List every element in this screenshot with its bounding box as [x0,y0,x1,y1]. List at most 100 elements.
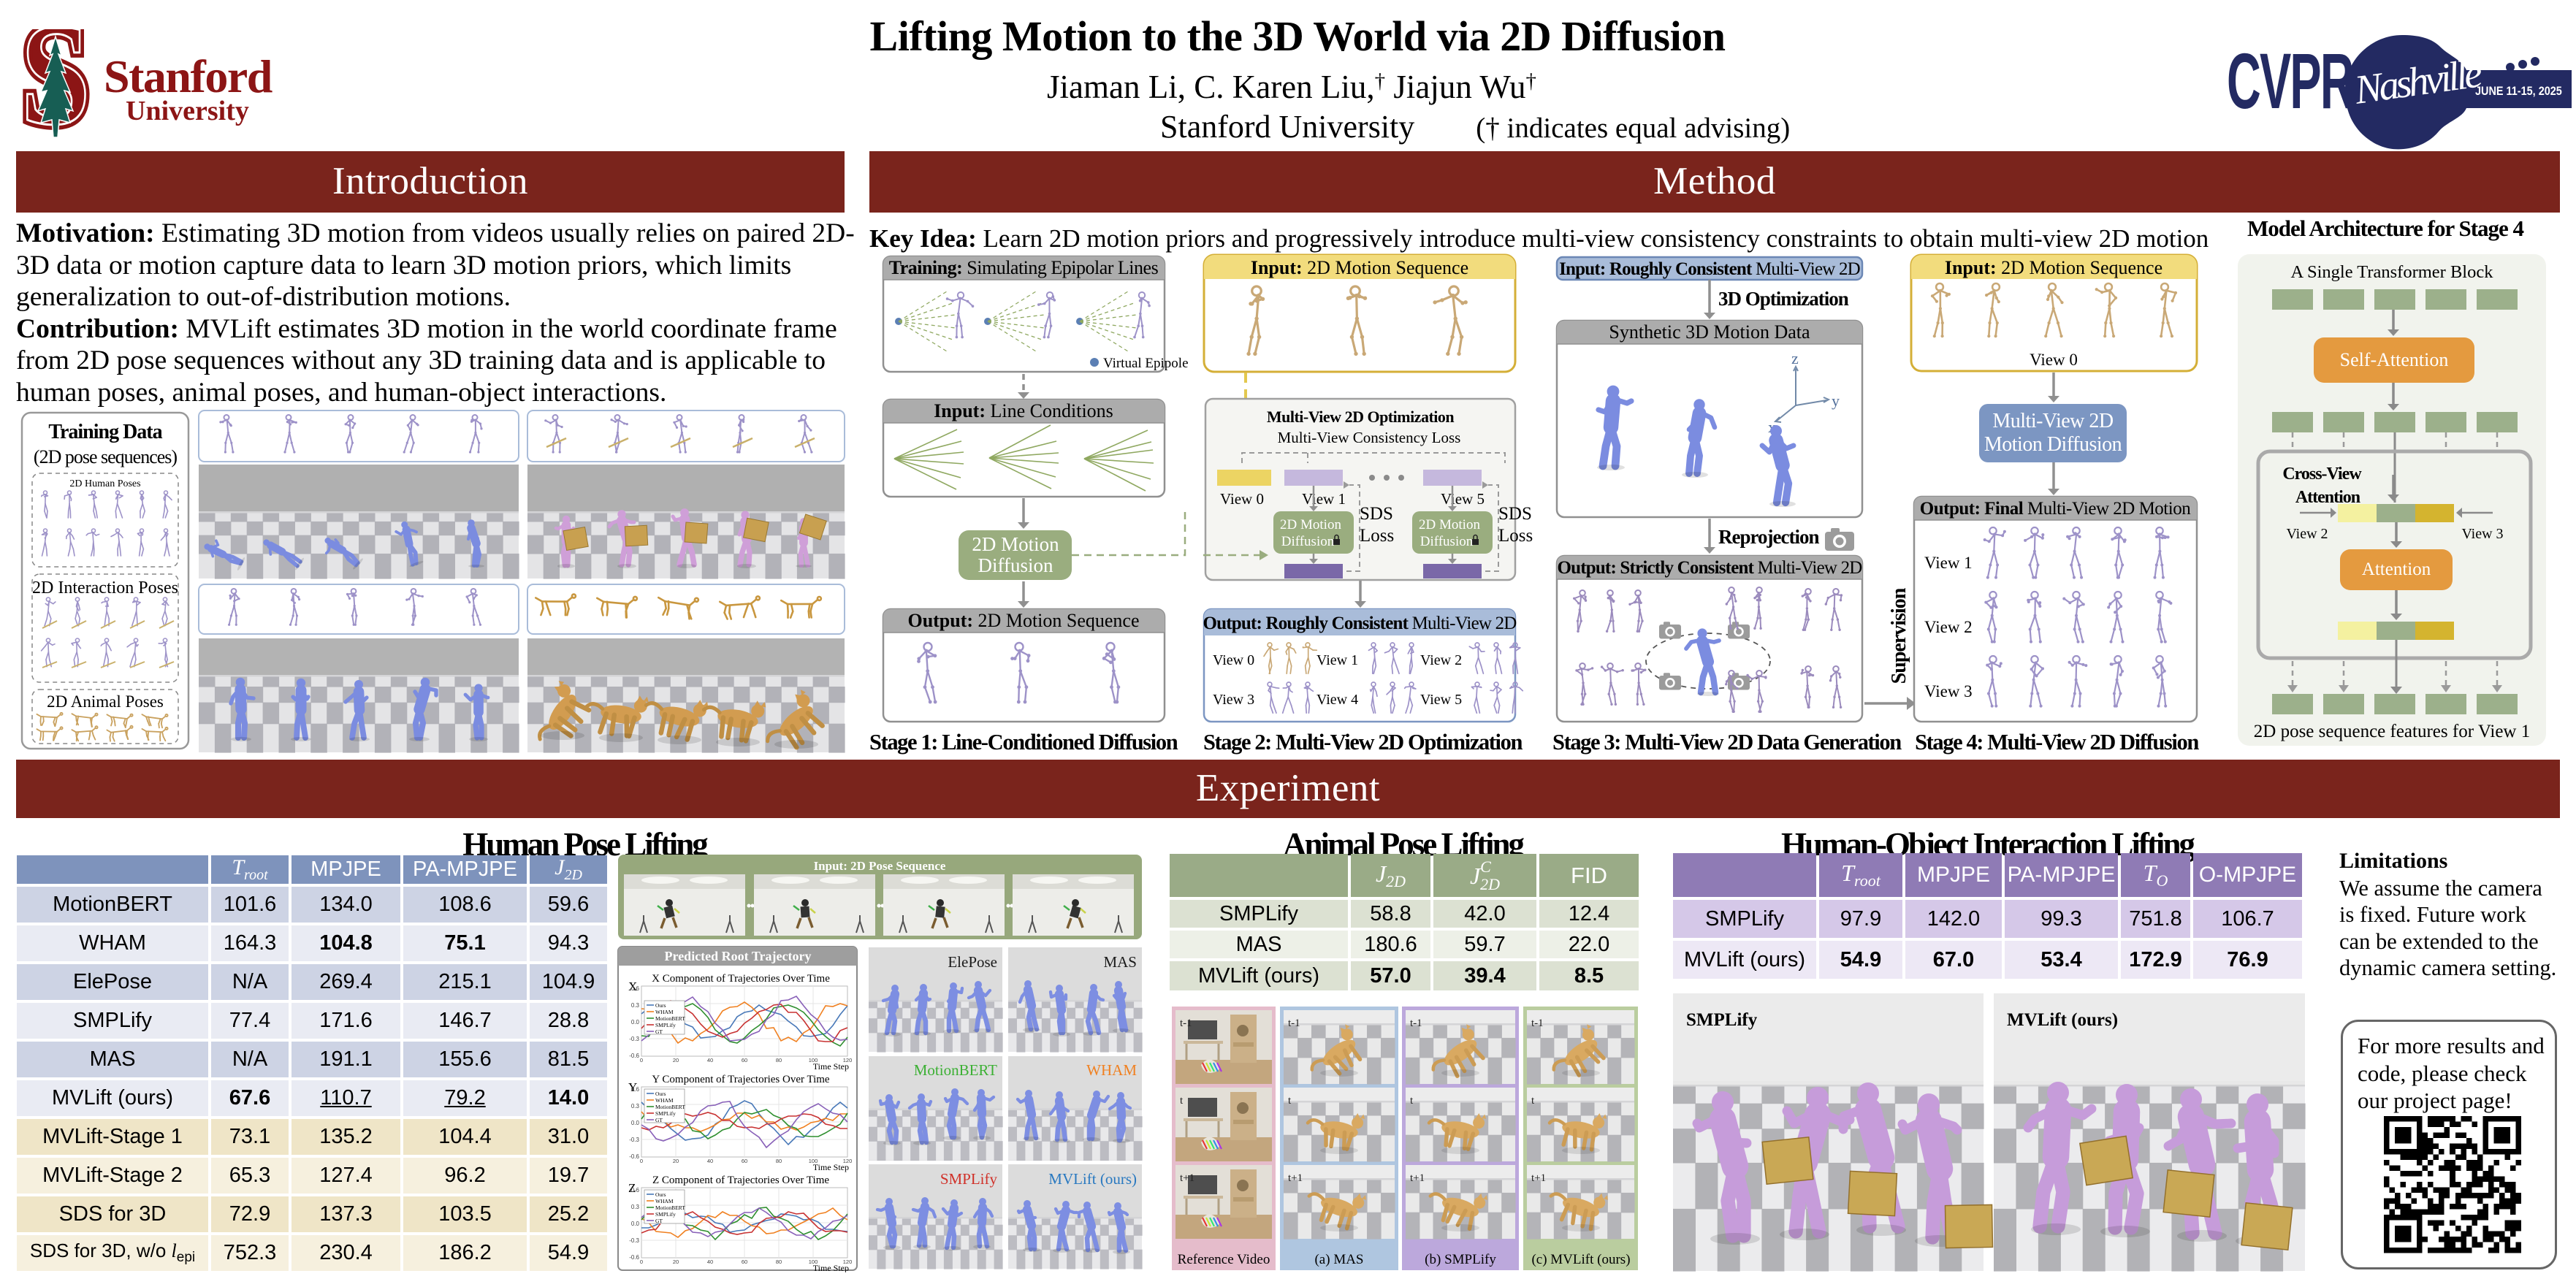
svg-text:X: X [628,979,637,993]
svg-text:View 5: View 5 [1441,490,1485,508]
svg-text:Model Architecture for Stage 4: Model Architecture for Stage 4 [2247,215,2524,241]
svg-text:View 1: View 1 [1302,490,1346,508]
svg-text:WHAM: WHAM [655,1009,674,1015]
svg-text:SDS: SDS [1498,504,1532,524]
svg-text:Z Component of Trajectories Ov: Z Component of Trajectories Over Time [652,1175,829,1186]
svg-text:60: 60 [742,1158,747,1164]
svg-text:CVPR: CVPR [2227,37,2354,125]
svg-text:Synthetic 3D Motion Data: Synthetic 3D Motion Data [1609,321,1810,343]
svg-text:0.6: 0.6 [631,1086,640,1093]
svg-text:t: t [1410,1095,1414,1107]
svg-text:View 0: View 0 [2030,351,2078,369]
svg-text:WHAM: WHAM [1086,1061,1137,1079]
svg-text:t-1: t-1 [1531,1017,1544,1029]
svg-text:Y: Y [628,1080,637,1094]
svg-text:View 1: View 1 [1316,652,1358,668]
svg-text:100: 100 [809,1057,818,1063]
svg-text:View 2: View 2 [1420,652,1462,668]
svg-text:Self-Attention: Self-Attention [2340,349,2449,370]
svg-text:GT: GT [655,1218,663,1224]
svg-text:Output: Strictly Consistent Mu: Output: Strictly Consistent Multi-View 2… [1557,558,1862,578]
svg-text:MotionBERT: MotionBERT [655,1015,685,1022]
svg-text:View 2: View 2 [1924,618,1973,636]
svg-text:SMPLify: SMPLify [655,1211,676,1218]
svg-text:Z: Z [628,1181,636,1195]
svg-text:SMPLify: SMPLify [1686,1010,1758,1030]
svg-text:-0.6: -0.6 [629,1053,639,1059]
svg-text:Input: Roughly Consistent Mult: Input: Roughly Consistent Multi-View 2D [1559,259,1861,279]
svg-text:MVLift (ours): MVLift (ours) [1048,1170,1137,1188]
svg-text:WHAM: WHAM [655,1097,674,1104]
svg-text:Training Data: Training Data [48,421,162,443]
svg-text:View 5: View 5 [1420,692,1462,708]
svg-text:MotionBERT: MotionBERT [655,1204,685,1211]
svg-text:MotionBERT: MotionBERT [655,1104,685,1110]
svg-text:View 3: View 3 [1213,692,1254,708]
svg-text:2D Animal Poses: 2D Animal Poses [47,692,164,711]
svg-text:0.6: 0.6 [631,985,640,992]
svg-text:GT: GT [655,1028,663,1035]
svg-text:100: 100 [809,1158,818,1164]
svg-text:80: 80 [776,1158,782,1164]
svg-text:-0.6: -0.6 [629,1153,639,1160]
svg-text:0: 0 [640,1158,643,1164]
svg-text:View 2: View 2 [2286,526,2328,542]
svg-text:2D Motion: 2D Motion [972,533,1059,555]
svg-text:t: t [1531,1095,1535,1107]
svg-text:Y Component of Trajectories Ov: Y Component of Trajectories Over Time [652,1074,830,1085]
svg-text:JUNE 11-15, 2025: JUNE 11-15, 2025 [2475,85,2562,98]
svg-text:View 0: View 0 [1213,652,1254,668]
svg-text:Training: Simulating Epipolar: Training: Simulating Epipolar Lines [889,257,1159,278]
svg-text:Input: 2D Motion Sequence: Input: 2D Motion Sequence [1945,257,2162,278]
svg-text:SMPLify: SMPLify [655,1022,676,1028]
svg-text:Attention: Attention [2362,560,2431,579]
svg-text:0.0: 0.0 [631,1019,640,1026]
svg-text:View 3: View 3 [1924,682,1973,700]
svg-text:Time Step: Time Step [813,1061,849,1072]
svg-text:80: 80 [776,1259,782,1265]
svg-text:100: 100 [809,1259,818,1265]
svg-text:2D pose sequence features for: 2D pose sequence features for View 1 [2254,722,2530,741]
svg-text:Loss: Loss [1360,526,1394,546]
svg-text:Input: 2D Pose Sequence: Input: 2D Pose Sequence [814,859,946,873]
svg-text:MotionBERT: MotionBERT [914,1061,997,1079]
svg-text:t-1: t-1 [1288,1017,1300,1029]
svg-text:2D Human Poses: 2D Human Poses [69,478,140,489]
svg-text:0.0: 0.0 [631,1221,640,1227]
svg-text:0: 0 [640,1057,643,1063]
svg-text:z: z [1791,349,1799,367]
svg-text:0.3: 0.3 [631,1204,640,1210]
svg-text:View 0: View 0 [1220,490,1264,508]
svg-text:View 1: View 1 [1924,554,1973,572]
svg-text:Reprojection: Reprojection [1718,526,1819,548]
svg-text:-0.3: -0.3 [629,1137,639,1143]
svg-text:MVLift (ours): MVLift (ours) [2007,1010,2118,1030]
svg-text:120: 120 [843,1259,853,1265]
svg-text:Cross-View: Cross-View [2282,465,2362,484]
svg-text:Input: Line Conditions: Input: Line Conditions [934,400,1113,421]
svg-text:MAS: MAS [1103,953,1137,971]
svg-text:t-1: t-1 [1410,1017,1422,1029]
svg-text:Input: 2D Motion Sequence: Input: 2D Motion Sequence [1251,257,1468,278]
svg-text:0: 0 [640,1259,643,1265]
svg-text:X Component of Trajectories Ov: X Component of Trajectories Over Time [652,973,830,985]
svg-text:t: t [1180,1095,1184,1107]
svg-text:Stanford: Stanford [104,50,273,102]
svg-text:Multi-View Consistency Loss: Multi-View Consistency Loss [1278,429,1461,446]
svg-text:SMPLify: SMPLify [655,1110,676,1117]
svg-text:0.3: 0.3 [631,1002,640,1009]
svg-text:View 3: View 3 [2461,526,2503,542]
svg-text:t+1: t+1 [1531,1172,1546,1184]
svg-text:Ours: Ours [655,1191,666,1198]
svg-text:t+1: t+1 [1410,1172,1425,1184]
svg-text:Time Step: Time Step [813,1263,849,1272]
svg-text:Output: Final Multi-View 2D Mo: Output: Final Multi-View 2D Motion [1920,499,2191,519]
svg-text:Multi-View 2D Optimization: Multi-View 2D Optimization [1267,408,1455,426]
svg-text:0.3: 0.3 [631,1103,640,1110]
svg-text:ElePose: ElePose [948,953,997,971]
svg-text:-0.3: -0.3 [629,1036,639,1042]
svg-text:t-1: t-1 [1180,1017,1192,1029]
svg-text:40: 40 [707,1057,713,1063]
svg-text:(a) MAS: (a) MAS [1314,1252,1363,1267]
svg-text:0.0: 0.0 [631,1120,640,1126]
